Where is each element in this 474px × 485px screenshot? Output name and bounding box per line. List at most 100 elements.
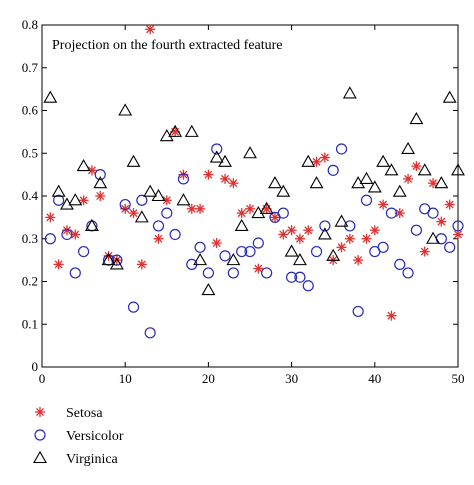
- virginica-point: [426, 231, 440, 244]
- versicolor-point: [452, 220, 464, 232]
- virginica-point: [326, 248, 341, 261]
- versicolor-point: [252, 237, 264, 249]
- setosa-point: [336, 242, 347, 253]
- virginica-point: [76, 158, 91, 172]
- y-tick-label: 0.6: [22, 103, 39, 118]
- versicolor-point: [335, 143, 348, 155]
- versicolor-point: [211, 143, 223, 155]
- setosa-point: [361, 233, 372, 244]
- setosa-point: [403, 173, 414, 184]
- versicolor-point: [286, 271, 298, 283]
- legend-label-setosa: Setosa: [66, 406, 103, 421]
- legend-label-versicolor: Versicolor: [66, 429, 124, 444]
- setosa-point: [203, 169, 214, 180]
- virginica-point: [367, 180, 382, 193]
- setosa-point: [145, 24, 156, 35]
- setosa-point: [294, 233, 305, 244]
- legend: Setosa Versicolor Virginica: [33, 406, 124, 467]
- x-tick-label: 40: [368, 371, 381, 386]
- versicolor-point: [61, 228, 73, 241]
- virginica-point: [101, 253, 116, 266]
- setosa-point: [344, 233, 355, 244]
- versicolor-point: [444, 241, 456, 253]
- x-tick-label: 10: [119, 371, 132, 386]
- virginica-point: [126, 154, 141, 167]
- versicolor-point: [394, 258, 406, 270]
- setosa-point: [53, 259, 64, 270]
- x-tick-label: 0: [39, 371, 46, 386]
- legend-marker-versicolor: [34, 429, 46, 441]
- virginica-point: [351, 176, 366, 189]
- data-marks: [43, 24, 465, 339]
- setosa-point: [195, 203, 206, 214]
- virginica-point: [226, 253, 241, 266]
- versicolor-point: [194, 241, 206, 253]
- legend-marker-setosa: [35, 407, 45, 417]
- virginica-point: [109, 257, 124, 270]
- setosa-point: [436, 216, 447, 227]
- versicolor-point: [327, 164, 339, 176]
- versicolor-point: [410, 224, 422, 236]
- versicolor-point: [94, 169, 106, 181]
- setosa-point: [95, 191, 106, 201]
- virginica-point: [193, 253, 208, 266]
- virginica-point: [268, 176, 282, 189]
- versicolor-point: [136, 194, 148, 206]
- versicolor-point: [236, 245, 248, 258]
- versicolor-point: [244, 245, 256, 258]
- series-versicolor: [44, 143, 464, 339]
- versicolor-point: [227, 267, 239, 279]
- versicolor-point: [77, 245, 90, 258]
- virginica-point: [68, 193, 83, 206]
- versicolor-point: [294, 271, 306, 283]
- versicolor-point: [144, 327, 156, 339]
- versicolor-point: [53, 194, 65, 206]
- legend-label-virginica: Virginica: [66, 452, 119, 467]
- virginica-point: [151, 188, 166, 202]
- versicolor-point: [69, 267, 81, 279]
- setosa-point: [86, 165, 97, 176]
- setosa-point: [419, 246, 430, 257]
- versicolor-point: [360, 194, 373, 206]
- setosa-point: [45, 212, 56, 223]
- y-tick-label: 0.2: [22, 274, 38, 289]
- versicolor-point: [377, 241, 389, 253]
- virginica-point: [451, 163, 465, 176]
- virginica-point: [442, 90, 457, 103]
- versicolor-point: [161, 207, 173, 219]
- setosa-point: [444, 199, 455, 210]
- virginica-point: [301, 154, 316, 167]
- virginica-point: [234, 218, 249, 231]
- setosa-point: [319, 152, 330, 163]
- y-tick-label: 0: [32, 359, 39, 374]
- virginica-point: [334, 214, 349, 227]
- setosa-point: [278, 229, 289, 240]
- virginica-point: [417, 163, 432, 176]
- versicolor-point: [119, 198, 131, 211]
- virginica-point: [409, 111, 424, 125]
- versicolor-point: [152, 220, 165, 232]
- virginica-point: [51, 184, 66, 197]
- setosa-point: [386, 310, 397, 321]
- setosa-point: [136, 259, 147, 270]
- versicolor-point: [402, 267, 414, 279]
- virginica-point: [276, 184, 291, 197]
- y-tick-label: 0.4: [22, 188, 39, 203]
- setosa-point: [236, 208, 247, 219]
- virginica-point: [243, 146, 257, 159]
- virginica-point: [392, 184, 407, 197]
- virginica-point: [143, 184, 158, 197]
- virginica-point: [359, 171, 374, 184]
- virginica-point: [284, 244, 299, 257]
- setosa-point: [269, 212, 280, 223]
- setosa-point: [78, 195, 89, 206]
- virginica-point: [118, 103, 133, 116]
- versicolor-point: [177, 173, 190, 185]
- versicolor-point: [352, 305, 364, 318]
- virginica-point: [176, 193, 191, 206]
- virginica-point: [218, 154, 232, 167]
- series-virginica: [43, 86, 465, 296]
- virginica-point: [401, 141, 416, 155]
- virginica-point: [184, 124, 199, 137]
- versicolor-point: [319, 220, 331, 232]
